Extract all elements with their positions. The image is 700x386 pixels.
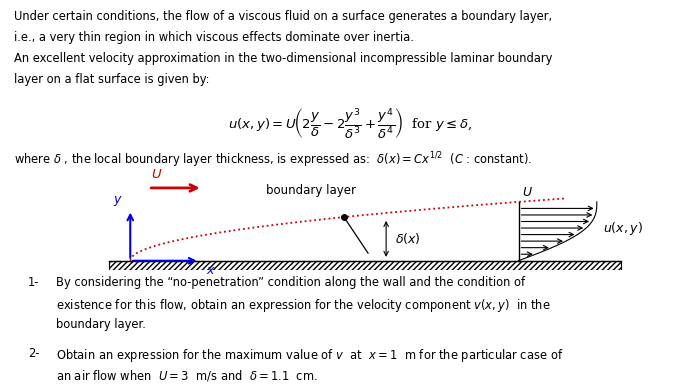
Text: existence for this flow, obtain an expression for the velocity component $v(x, y: existence for this flow, obtain an expre… — [56, 297, 551, 314]
Text: By considering the “no-penetration” condition along the wall and the condition o: By considering the “no-penetration” cond… — [56, 276, 525, 289]
Text: Obtain an expression for the maximum value of $v$  at  $x = 1$  m for the partic: Obtain an expression for the maximum val… — [56, 347, 564, 364]
Text: Under certain conditions, the flow of a viscous fluid on a surface generates a b: Under certain conditions, the flow of a … — [14, 10, 552, 23]
Text: layer on a flat surface is given by:: layer on a flat surface is given by: — [14, 73, 209, 86]
Text: an air flow when  $U = 3$  m/s and  $\delta = 1.1$  cm.: an air flow when $U = 3$ m/s and $\delta… — [56, 368, 318, 383]
Text: $x$: $x$ — [206, 264, 216, 277]
Text: $y$: $y$ — [113, 194, 123, 208]
Text: $u(x,y) = U\!\left(2\dfrac{y}{\delta} - 2\dfrac{y^3}{\delta^3} + \dfrac{y^4}{\de: $u(x,y) = U\!\left(2\dfrac{y}{\delta} - … — [228, 106, 472, 141]
Text: where $\delta$ , the local boundary layer thickness, is expressed as:  $\delta(x: where $\delta$ , the local boundary laye… — [14, 151, 532, 170]
Text: $U$: $U$ — [151, 168, 163, 181]
Text: boundary layer.: boundary layer. — [56, 318, 146, 332]
Text: i.e., a very thin region in which viscous effects dominate over inertia.: i.e., a very thin region in which viscou… — [14, 31, 414, 44]
Text: 2-: 2- — [28, 347, 39, 360]
Text: An excellent velocity approximation in the two-dimensional incompressible lamina: An excellent velocity approximation in t… — [14, 52, 552, 65]
Text: $U$: $U$ — [522, 186, 533, 199]
Text: 1-: 1- — [28, 276, 39, 289]
Text: boundary layer: boundary layer — [266, 184, 356, 197]
Bar — [109, 261, 621, 270]
Text: $u(x,y)$: $u(x,y)$ — [603, 220, 643, 237]
Text: $\delta(x)$: $\delta(x)$ — [395, 231, 421, 246]
